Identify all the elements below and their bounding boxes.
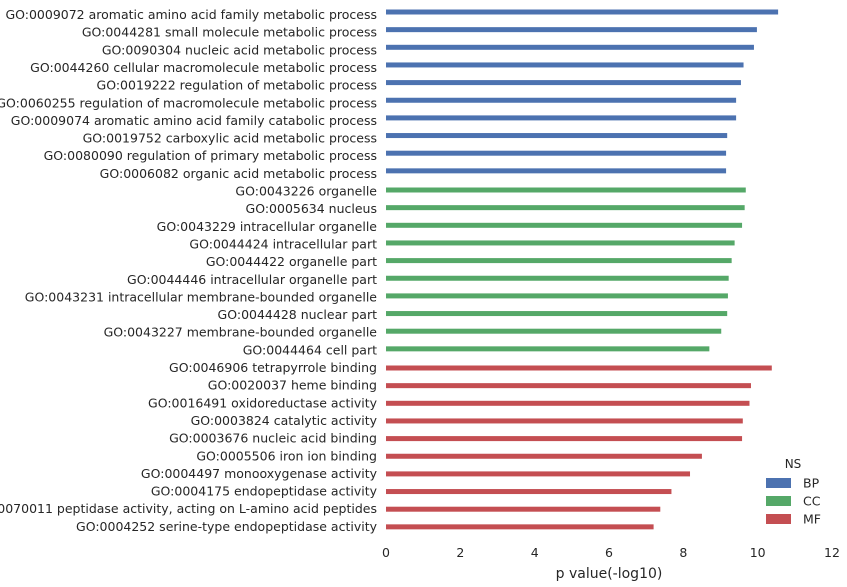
category-label: GO:0044260 cellular macromolecule metabo…	[30, 60, 377, 75]
category-label: GO:0043226 organelle	[235, 184, 377, 199]
bar-mf	[386, 418, 743, 424]
bar-cc	[386, 187, 746, 193]
legend-label: BP	[803, 476, 820, 491]
bar-cc	[386, 222, 743, 228]
bar-bp	[386, 97, 737, 103]
legend-title: NS	[785, 457, 802, 471]
legend-swatch-mf	[766, 514, 791, 524]
x-tick-label: 2	[456, 545, 464, 560]
bar-mf	[386, 471, 691, 477]
category-label: GO:0043231 intracellular membrane-bounde…	[25, 289, 378, 304]
category-label: GO:0003824 catalytic activity	[191, 413, 378, 428]
category-label: GO:0090304 nucleic acid metabolic proces…	[102, 42, 377, 57]
bar-mf	[386, 489, 672, 495]
category-label: GO:0019752 carboxylic acid metabolic pro…	[83, 131, 377, 146]
category-label: GO:0043229 intracellular organelle	[157, 219, 378, 234]
bar-bp	[386, 62, 744, 68]
category-label: GO:0009074 aromatic amino acid family ca…	[11, 113, 377, 128]
bar-mf	[386, 383, 751, 389]
bar-bp	[386, 115, 737, 121]
x-tick-label: 0	[382, 545, 390, 560]
legend: NS BP CC MF	[766, 457, 821, 527]
bar-mf	[386, 400, 750, 406]
category-label: GO:0016491 oxidoreductase activity	[148, 395, 378, 410]
legend-swatch-cc	[766, 496, 791, 506]
bar-cc	[386, 275, 729, 281]
bar-cc	[386, 258, 732, 264]
bar-bp	[386, 9, 779, 15]
category-label: GO:0019222 regulation of metabolic proce…	[97, 78, 377, 93]
bar-cc	[386, 311, 728, 317]
x-tick-label: 10	[750, 545, 766, 560]
x-tick-label: 12	[824, 545, 840, 560]
bar-bp	[386, 168, 727, 174]
bar-cc	[386, 328, 722, 334]
bar-cc	[386, 205, 745, 211]
bar-bp	[386, 80, 741, 86]
x-tick-label: 4	[531, 545, 539, 560]
category-label: GO:0009072 aromatic amino acid family me…	[5, 7, 377, 22]
bar-cc	[386, 346, 710, 352]
category-label: GO:0003676 nucleic acid binding	[169, 431, 377, 446]
bar-mf	[386, 453, 702, 459]
bar-mf	[386, 436, 743, 442]
category-label: GO:0044422 organelle part	[206, 254, 377, 269]
category-label: GO:0004175 endopeptidase activity	[151, 484, 378, 499]
legend-label: MF	[803, 512, 821, 527]
bar-mf	[386, 524, 654, 530]
category-labels: GO:0009072 aromatic amino acid family me…	[0, 7, 378, 534]
category-label: GO:0060255 regulation of macromolecule m…	[0, 95, 377, 110]
x-axis-ticks: 0 2 4 6 8 10 12	[382, 545, 840, 560]
category-label: GO:0004497 monooxygenase activity	[141, 466, 378, 481]
category-label: GO:0020037 heme binding	[208, 378, 377, 393]
x-tick-label: 8	[679, 545, 687, 560]
category-label: GO:0046906 tetrapyrrole binding	[169, 360, 377, 375]
category-label: GO:0004252 serine-type endopeptidase act…	[76, 519, 378, 534]
x-axis-title: p value(-log10)	[556, 566, 663, 582]
bar-bp	[386, 150, 727, 156]
bar-mf	[386, 506, 661, 512]
category-label: GO:0044428 nuclear part	[218, 307, 378, 322]
bar-cc	[386, 240, 735, 246]
category-label: GO:0006082 organic acid metabolic proces…	[100, 166, 377, 181]
category-label: GO:0044281 small molecule metabolic proc…	[82, 25, 377, 40]
legend-label: CC	[803, 494, 821, 509]
category-label: GO:0005634 nucleus	[246, 201, 377, 216]
category-label: GO:0005506 iron ion binding	[196, 448, 377, 463]
category-label: GO:0080090 regulation of primary metabol…	[44, 148, 377, 163]
bars-group	[386, 9, 779, 530]
bar-bp	[386, 44, 754, 50]
x-tick-label: 6	[605, 545, 613, 560]
bar-bp	[386, 133, 728, 139]
legend-swatch-bp	[766, 478, 791, 488]
bar-bp	[386, 27, 757, 33]
category-label: GO:0044446 intracellular organelle part	[127, 272, 377, 287]
category-label: GO:0070011 peptidase activity, acting on…	[0, 501, 377, 516]
bar-cc	[386, 293, 728, 299]
category-label: GO:0044464 cell part	[243, 342, 377, 357]
category-label: GO:0044424 intracellular part	[189, 236, 377, 251]
category-label: GO:0043227 membrane-bounded organelle	[104, 325, 378, 340]
bar-mf	[386, 365, 772, 371]
